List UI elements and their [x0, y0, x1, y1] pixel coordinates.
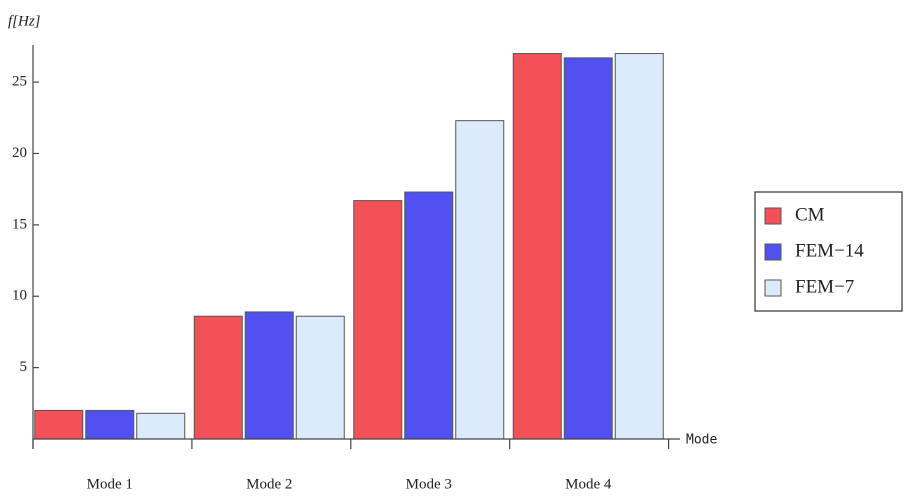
x-tick-label: Mode 1 — [87, 476, 133, 492]
bar — [295, 315, 345, 440]
bar — [614, 53, 664, 440]
x-tick-label: Mode 4 — [565, 476, 612, 492]
y-axis-label: f[Hz] — [8, 13, 41, 29]
y-tick-label: 25 — [12, 74, 27, 90]
bar — [34, 409, 84, 440]
bar — [136, 412, 186, 440]
y-tick-label: 10 — [12, 288, 27, 304]
bar — [404, 191, 454, 440]
legend-swatch — [764, 279, 782, 297]
x-tick-label: Mode 3 — [406, 476, 452, 492]
bar — [85, 409, 135, 440]
bar — [353, 200, 403, 440]
legend-swatch — [764, 243, 782, 261]
x-tick-label: Mode 2 — [246, 476, 292, 492]
legend-label: FEM−14 — [795, 240, 864, 261]
legend-label: FEM−7 — [795, 276, 854, 297]
legend-label: CM — [795, 204, 825, 225]
bar — [193, 315, 243, 440]
y-tick-label: 15 — [12, 216, 27, 232]
bar — [512, 53, 562, 440]
bar — [455, 120, 505, 440]
y-tick-label: 20 — [12, 145, 27, 161]
bar — [244, 311, 294, 440]
bar — [563, 57, 613, 440]
y-tick-label: 5 — [20, 359, 28, 375]
legend-swatch — [764, 207, 782, 225]
x-axis-label: Mode — [686, 433, 717, 448]
